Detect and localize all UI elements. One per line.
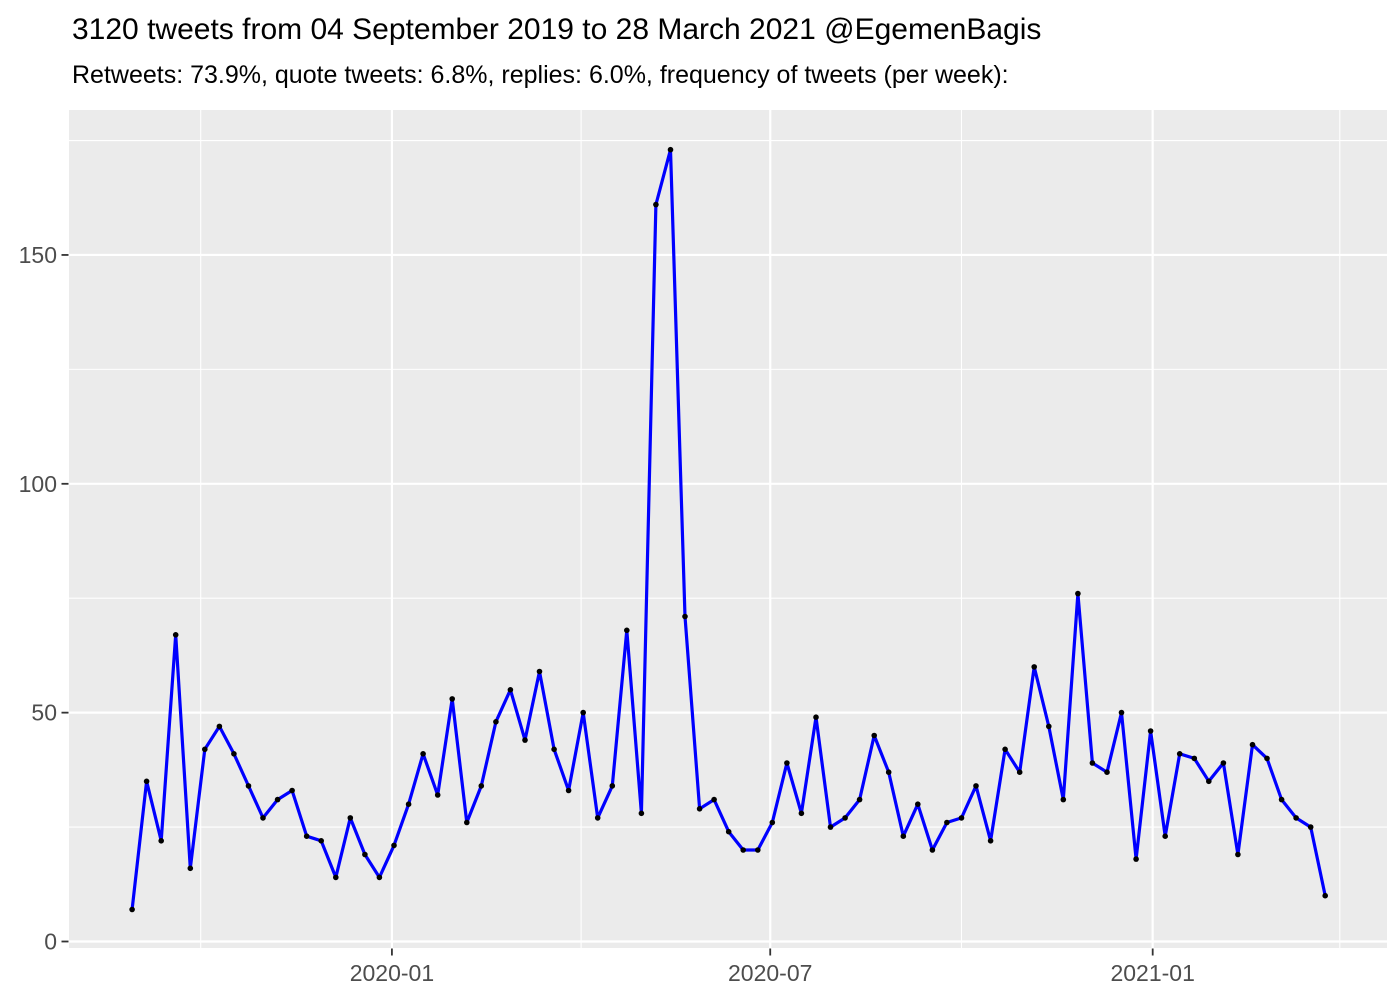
data-point	[420, 751, 426, 757]
data-point	[245, 783, 252, 789]
data-point	[813, 714, 819, 720]
data-point	[536, 668, 543, 675]
data-point	[129, 906, 135, 913]
data-point	[798, 810, 805, 817]
data-point	[391, 842, 397, 849]
data-point	[624, 627, 630, 634]
data-point	[1278, 796, 1285, 803]
data-point	[885, 769, 892, 775]
data-point	[856, 796, 863, 803]
data-point	[1206, 778, 1212, 785]
data-point	[667, 146, 674, 153]
data-point	[231, 751, 237, 757]
data-point	[318, 838, 325, 844]
data-point	[784, 760, 790, 766]
data-point	[202, 746, 208, 753]
data-point	[1220, 760, 1227, 766]
data-point	[1322, 892, 1328, 899]
data-point	[464, 819, 470, 826]
chart-subtitle: Retweets: 73.9%, quote tweets: 6.8%, rep…	[72, 61, 1009, 89]
data-point	[434, 792, 441, 798]
data-point	[1104, 769, 1110, 775]
data-point	[653, 201, 659, 208]
data-point	[1307, 824, 1314, 830]
data-point	[711, 796, 717, 803]
x-axis-tick-label: 2020-01	[350, 960, 434, 986]
data-point	[143, 778, 150, 785]
data-point	[696, 806, 703, 812]
data-point	[1191, 755, 1198, 762]
data-point	[1235, 851, 1241, 858]
data-point	[638, 810, 645, 817]
data-point	[1089, 760, 1096, 766]
data-point	[580, 709, 586, 716]
data-point	[987, 838, 994, 844]
data-point	[362, 851, 368, 858]
plot-panel	[69, 110, 1387, 948]
y-axis-tick-label: 50	[31, 700, 57, 726]
data-point	[405, 801, 412, 807]
data-point	[333, 874, 339, 881]
y-axis-tick-label: 150	[19, 242, 57, 268]
data-point	[900, 833, 907, 839]
y-axis-tick-label: 0	[44, 929, 57, 955]
data-point	[682, 613, 688, 620]
data-point	[755, 847, 761, 853]
data-point	[915, 801, 921, 807]
data-point	[871, 732, 877, 739]
data-point	[1133, 856, 1139, 862]
data-point	[1147, 728, 1154, 734]
data-point	[1060, 796, 1067, 803]
x-axis-tick-label: 2020-07	[728, 960, 812, 986]
y-axis-tick-label: 100	[19, 471, 57, 497]
data-point	[1249, 741, 1256, 748]
data-point	[1016, 769, 1023, 775]
data-point	[725, 828, 732, 835]
data-point	[973, 783, 979, 789]
data-point	[609, 783, 616, 789]
data-point	[347, 815, 354, 821]
data-point	[594, 815, 601, 821]
data-point	[260, 815, 266, 821]
data-point	[929, 847, 936, 853]
data-point	[289, 787, 295, 794]
data-point	[769, 819, 776, 826]
data-point	[1031, 664, 1037, 670]
data-point	[303, 833, 310, 839]
data-point	[1264, 755, 1270, 762]
data-point	[1176, 751, 1183, 757]
chart-title: 3120 tweets from 04 September 2019 to 28…	[72, 13, 1042, 46]
data-point	[1075, 590, 1081, 597]
data-point	[1162, 833, 1168, 839]
data-point	[172, 632, 179, 638]
data-point	[1046, 723, 1052, 730]
x-axis-tick-label: 2021-01	[1110, 960, 1194, 986]
data-point	[493, 719, 499, 725]
data-point	[478, 783, 485, 789]
data-point	[944, 819, 950, 826]
data-point	[1002, 746, 1008, 753]
data-point	[449, 696, 456, 702]
data-point	[551, 746, 557, 753]
data-point	[274, 796, 281, 803]
data-point	[376, 874, 383, 881]
data-point	[958, 815, 965, 821]
data-point	[1118, 709, 1125, 716]
data-point	[842, 815, 848, 821]
data-point	[827, 824, 834, 830]
data-point	[507, 687, 514, 693]
data-point	[522, 737, 528, 743]
data-point	[216, 723, 223, 730]
data-point	[565, 787, 572, 794]
data-point	[187, 865, 194, 872]
data-point	[1293, 815, 1299, 821]
data-point	[158, 838, 164, 844]
data-point	[740, 847, 746, 853]
